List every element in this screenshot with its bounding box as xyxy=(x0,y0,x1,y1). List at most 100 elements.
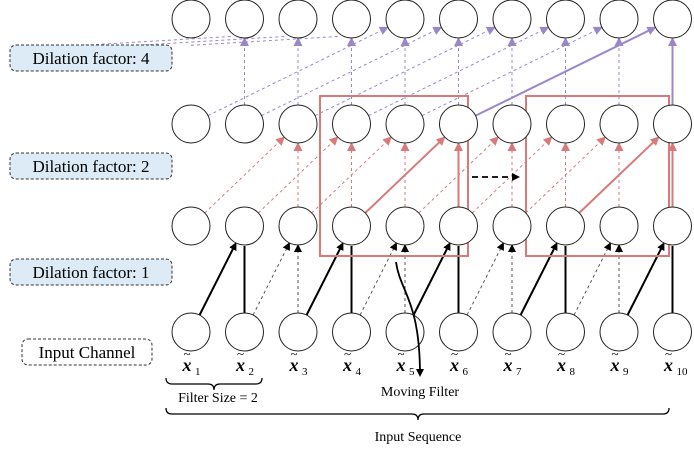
node-d2 xyxy=(653,104,692,144)
node-d1 xyxy=(278,206,318,246)
tilde-mark: ~ xyxy=(290,346,297,361)
input-symbol-subscript: 4 xyxy=(356,366,362,378)
input-symbols: x~1 x~2 x~3 x~4 x~5 x~6 x~7 x~8 x~9 x~10 xyxy=(182,346,689,378)
node-d2 xyxy=(385,104,425,144)
input-symbol: x xyxy=(449,355,459,375)
node-d4 xyxy=(653,0,692,39)
moving-filter-pointer xyxy=(395,261,424,377)
filter-size-brace xyxy=(165,377,263,391)
label-dilation-2-text: Dilation factor: 2 xyxy=(32,157,149,176)
tilde-mark: ~ xyxy=(344,346,351,361)
filter-box-2 xyxy=(525,95,670,257)
edge-d4-diagonal xyxy=(475,26,657,117)
input-symbol-subscript: 8 xyxy=(570,366,576,378)
input-symbol: x xyxy=(289,355,299,375)
input-symbol-subscript: 10 xyxy=(677,366,689,378)
edge-d2-diagonal xyxy=(204,136,285,214)
input-symbol: x xyxy=(610,355,620,375)
tilde-mark: ~ xyxy=(451,346,458,361)
node-input xyxy=(599,312,639,352)
node-d2 xyxy=(599,104,639,144)
node-d4 xyxy=(225,0,264,39)
edge-input-diagonal xyxy=(252,242,290,316)
label-dilation-4-text: Dilation factor: 4 xyxy=(32,49,150,68)
nodes xyxy=(171,0,692,352)
edge-d2-diagonal xyxy=(525,136,606,214)
node-d1 xyxy=(385,206,425,246)
tilde-mark: ~ xyxy=(558,346,565,361)
node-input xyxy=(546,312,585,352)
tilde-mark: ~ xyxy=(397,346,404,361)
input-symbol-subscript: 3 xyxy=(302,366,308,378)
edge-d2-diagonal xyxy=(418,136,499,214)
node-d1 xyxy=(599,206,639,246)
node-d4 xyxy=(385,0,425,39)
input-symbol-subscript: 9 xyxy=(623,366,629,378)
filter-size-label: Filter Size = 2 xyxy=(178,391,258,406)
edge-d2-diagonal xyxy=(471,136,553,214)
node-d2 xyxy=(332,104,371,144)
edge-d2-diagonal xyxy=(578,136,660,214)
node-d1 xyxy=(439,206,478,246)
node-d4 xyxy=(332,0,371,39)
input-symbol-subscript: 1 xyxy=(195,366,201,378)
node-d2 xyxy=(225,104,264,144)
node-d1 xyxy=(546,206,585,246)
input-symbol: x xyxy=(503,355,513,375)
label-dilation-1: Dilation factor: 1 xyxy=(9,258,173,286)
input-symbol-subscript: 6 xyxy=(463,366,469,378)
edge-input-diagonal xyxy=(626,242,665,316)
label-dilation-4: Dilation factor: 4 xyxy=(9,44,173,72)
node-input xyxy=(653,312,692,352)
edge-input-diagonal xyxy=(305,242,344,316)
edge-d2-diagonal xyxy=(311,136,392,214)
edge-input-diagonal xyxy=(412,242,451,316)
node-d1 xyxy=(332,206,371,246)
input-symbol: x xyxy=(182,355,192,375)
node-d2 xyxy=(171,104,211,144)
label-dilation-2: Dilation factor: 2 xyxy=(9,152,173,180)
node-d4 xyxy=(599,0,639,39)
edge-d2-diagonal xyxy=(257,136,339,214)
node-d1 xyxy=(225,206,264,246)
node-input xyxy=(278,312,318,352)
tilde-mark: ~ xyxy=(665,346,672,361)
input-symbol-subscript: 7 xyxy=(516,366,522,378)
input-symbol: x xyxy=(342,355,352,375)
node-input xyxy=(225,312,264,352)
tilde-mark: ~ xyxy=(237,346,244,361)
edge-d2-diagonal xyxy=(364,136,446,214)
input-sequence-label: Input Sequence xyxy=(375,430,462,445)
label-dilation-1-text: Dilation factor: 1 xyxy=(32,263,149,282)
edge-input-diagonal xyxy=(359,242,397,316)
node-d4 xyxy=(492,0,532,39)
moving-filter-label: Moving Filter xyxy=(381,385,460,400)
input-symbol: x xyxy=(235,355,245,375)
node-input xyxy=(439,312,478,352)
input-symbol: x xyxy=(396,355,406,375)
edge-d4-diagonal xyxy=(137,35,288,46)
input-sequence-brace xyxy=(165,407,670,421)
node-input xyxy=(171,312,211,352)
node-d4 xyxy=(278,0,318,39)
node-d4 xyxy=(171,0,211,39)
node-d1 xyxy=(171,206,211,246)
tilde-mark: ~ xyxy=(504,346,511,361)
input-symbol-subscript: 5 xyxy=(409,366,415,378)
node-d1 xyxy=(653,206,692,246)
node-d4 xyxy=(546,0,585,39)
input-symbol-subscript: 2 xyxy=(249,366,255,378)
edge-d4-diagonal xyxy=(83,35,234,46)
edge-input-diagonal xyxy=(198,242,237,316)
input-symbol: x xyxy=(663,355,673,375)
edge-input-diagonal xyxy=(466,242,504,316)
label-input-channel: Input Channel xyxy=(21,338,153,366)
node-d2 xyxy=(439,104,478,144)
node-d1 xyxy=(492,206,532,246)
node-d2 xyxy=(278,104,318,144)
node-input xyxy=(492,312,532,352)
edge-d4-diagonal xyxy=(190,35,341,46)
input-symbol: x xyxy=(556,355,566,375)
tilde-mark: ~ xyxy=(183,346,190,361)
